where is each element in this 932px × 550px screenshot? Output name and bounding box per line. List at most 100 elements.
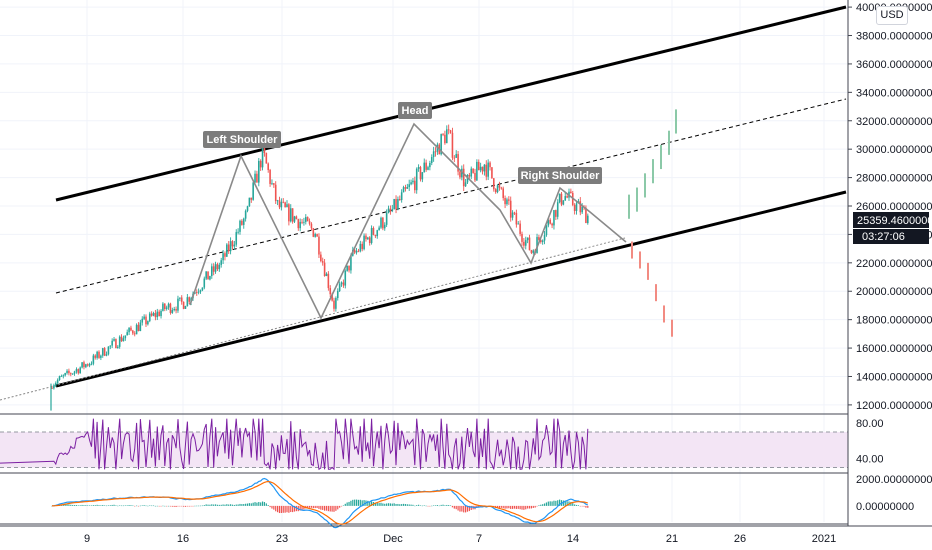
candle-body [485,164,488,177]
countdown-label: 03:27:06 [853,229,929,244]
candle-body [299,221,301,229]
candle-body [100,355,102,358]
candle-body [211,266,213,277]
macd-hist-bar [543,503,546,506]
candle-body [547,219,550,226]
candle-body [132,330,134,334]
candle-body [201,287,204,291]
candle-body [462,168,465,187]
currency-button[interactable]: USD [876,6,908,25]
x-tick-label: 21 [666,533,678,545]
candle-body [524,240,527,246]
candle-body [342,282,345,286]
macd-hist-bar [540,504,542,506]
macd-hist-bar [574,504,576,506]
candle-body [470,168,473,177]
candle-body [350,255,352,271]
macd-hist-bar [438,505,440,507]
macd-hist-bar [183,505,185,507]
macd-hist-bar [498,505,501,508]
candle-body [246,206,249,211]
macd-hist-bar [90,505,93,507]
macd-hist-bar [327,505,329,512]
macd-hist-bar [449,505,452,506]
macd-hist-bar [418,504,420,506]
candle-body [566,196,568,198]
macd-hist-bar [152,505,155,507]
macd-hist-bar [173,505,175,507]
candle-body [530,250,533,253]
candle-body [267,163,269,170]
macd-hist-bar [188,505,190,507]
macd-hist-bar [177,505,179,507]
candle-body [344,270,347,286]
candle-body [105,354,108,356]
macd-hist-bar [337,505,339,510]
candle-body [169,303,172,313]
candle-body [252,182,254,200]
macd-hist-bar [419,505,422,506]
candle-body [186,297,189,307]
candle-body [472,168,474,173]
macd-hist-bar [166,505,168,507]
macd-hist-bar [77,505,79,506]
macd-hist-bar [201,505,203,507]
candle-body [165,307,168,310]
candle-body [543,235,546,241]
candle-body [107,346,110,355]
macd-tick-label: 2000.00000000 [856,474,932,486]
candle-body [88,364,91,366]
candle-body [493,178,495,190]
macd-hist-bar [461,505,463,512]
macd-hist-bar [278,505,281,514]
macd-hist-bar [96,504,98,506]
candle-body [98,351,100,358]
candle-body [555,210,557,217]
candle-body [158,311,160,317]
macd-hist-bar [348,501,350,506]
macd-hist-bar [179,505,181,507]
candle-body [222,253,224,261]
candle-body [256,173,258,183]
candle-body [414,180,416,191]
macd-pane [0,472,848,529]
macd-hist-bar [136,505,138,507]
macd-hist-bar [113,504,115,506]
macd-hist-bar [211,504,213,506]
macd-hist-bar [555,500,557,506]
candle-body [139,322,142,332]
x-tick-label: 23 [276,533,288,545]
candle-body [506,199,508,205]
candle-body [374,234,377,237]
macd-hist-bar [307,505,309,509]
candle-body [397,199,399,210]
candle-body [83,362,85,368]
candle-body [297,219,300,229]
candle-body [109,345,112,347]
candle-body [367,237,369,240]
macd-hist-bar [203,505,205,506]
candle-body [152,313,155,316]
candle-body [64,373,66,376]
candle-body [359,243,362,252]
candle-body [387,208,390,213]
macd-hist-bar [530,505,532,509]
projection-bar-up [644,173,646,198]
candle-body [120,336,123,342]
macd-hist-bar [139,505,141,507]
candle-body [399,199,401,201]
candle-body [167,303,170,308]
macd-hist-bar [301,505,303,510]
candle-body [526,237,529,241]
macd-hist-bar [250,503,252,506]
macd-hist-bar [198,505,200,507]
macd-hist-bar [104,505,106,506]
macd-hist-bar [94,505,96,506]
macd-hist-bar [214,504,217,506]
macd-hist-bar [496,505,499,509]
candle-body [177,298,179,311]
macd-hist-bar [130,505,132,506]
candle-body [393,199,395,210]
candle-body [461,168,463,178]
